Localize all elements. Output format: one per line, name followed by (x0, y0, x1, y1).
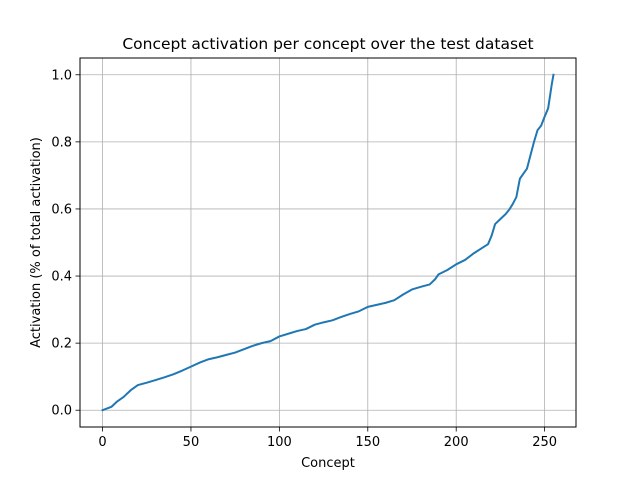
series-line-0 (101, 73, 555, 412)
plot-frame (79, 57, 577, 428)
y-axis-label: Activation (% of total activation) (29, 137, 44, 348)
y-tick-label: 1.0 (51, 68, 72, 83)
y-tick-label: 0.4 (51, 270, 72, 285)
x-tick-label: 100 (267, 435, 292, 450)
y-tick-label: 0.6 (51, 202, 72, 217)
x-tick-label: 0 (98, 435, 106, 450)
x-tick-label: 250 (532, 435, 557, 450)
series-layer (101, 73, 555, 412)
y-tick-label: 0.2 (51, 337, 72, 352)
tick-layer: 0 50 100 150 200 250 0.0 0.2 0.4 0.6 0.8 1.0 (51, 68, 557, 450)
grid-layer (80, 58, 576, 427)
y-tick-label: 0.0 (51, 404, 72, 419)
y-tick-label: 0.8 (51, 135, 72, 150)
chart-title: Concept activation per concept over the … (122, 35, 533, 53)
x-tick-label: 200 (444, 435, 469, 450)
x-axis-label: Concept (301, 456, 355, 471)
x-tick-label: 150 (355, 435, 380, 450)
x-tick-label: 50 (183, 435, 200, 450)
